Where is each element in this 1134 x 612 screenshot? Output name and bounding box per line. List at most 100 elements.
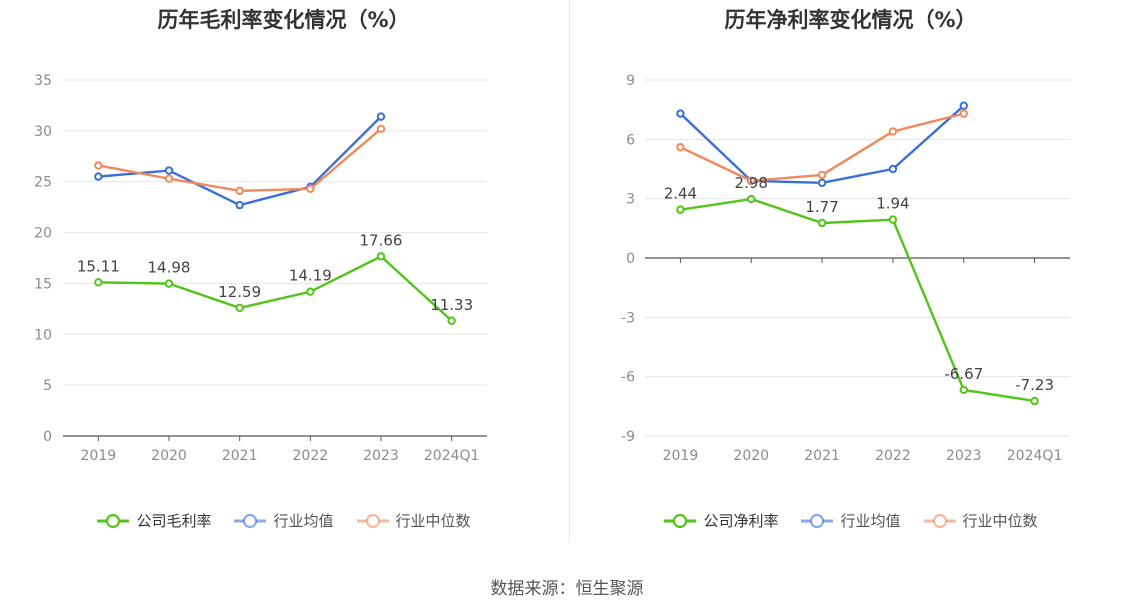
data-point[interactable] [888,215,898,224]
legend-item[interactable]: 公司毛利率 [96,510,211,531]
data-point[interactable] [94,161,103,170]
data-point[interactable] [376,112,386,121]
data-label: -6.67 [944,365,983,383]
data-label: 2.98 [735,174,768,192]
data-point[interactable] [164,166,174,175]
x-tick-label: 2022 [875,448,911,464]
data-point[interactable] [888,164,898,174]
gross-margin-chart: 0 5 10 15 20 25 30 35 2019 2020 2021 2022 2023 2024Q1… [34,73,487,464]
y-tick-label: -9 [621,429,635,445]
data-point[interactable] [235,303,244,313]
data-point[interactable] [306,184,315,194]
data-point[interactable] [306,287,315,296]
y-tick-label: 9 [626,73,635,89]
data-label: -7.23 [1015,376,1054,394]
data-point[interactable] [959,385,968,395]
legend-item[interactable]: 行业中位数 [923,510,1038,531]
data-label: 14.19 [289,267,332,285]
data-point[interactable] [376,252,386,261]
data-point[interactable] [94,278,103,287]
chart-title: 历年毛利率变化情况（%） [157,8,410,32]
data-label: 14.98 [148,259,191,277]
data-point[interactable] [447,316,456,325]
data-point[interactable] [94,172,103,181]
net-margin-chart: -9 -6 -3 0 3 6 9 2019 2020 2021 2022 2023 2024Q1 2.44… [621,73,1070,464]
legend-line-icon [234,513,267,528]
data-point[interactable] [676,205,685,214]
net-margin-chart-panel: 历年净利率变化情况（%） -9 -6 -3 0 3 6 9 2019 2020 2021 2022 2… [567,0,1134,560]
y-tick-label: 0 [43,429,52,445]
series-line [680,197,1035,403]
legend-line-icon [97,513,130,528]
y-tick-label: 30 [34,124,52,140]
y-tick-label: 10 [34,327,52,343]
data-point[interactable] [235,200,244,210]
y-tick-label: 15 [34,276,52,292]
x-tick-label: 2023 [946,448,982,464]
data-point[interactable] [817,218,827,228]
chart-legend: 公司净利率 行业均值 行业中位数 [567,510,1134,531]
legend-label: 行业中位数 [395,512,471,530]
data-point[interactable] [817,178,827,188]
legend-label: 行业中位数 [962,512,1038,530]
data-label: 1.77 [805,198,838,216]
x-tick-label: 2021 [804,448,840,464]
legend-label: 公司毛利率 [136,512,212,530]
x-tick-label: 2019 [663,448,699,464]
x-tick-label: 2022 [293,448,329,464]
x-tick-label: 2024Q1 [424,448,480,464]
data-point[interactable] [676,143,685,152]
x-tick-label: 2020 [733,448,769,464]
y-tick-label: 35 [34,73,52,89]
y-tick-label: 6 [626,132,635,148]
legend-line-icon [356,513,389,528]
y-tick-label: 20 [34,226,52,242]
data-point[interactable] [959,109,968,118]
legend-item[interactable]: 行业中位数 [356,510,471,531]
data-point[interactable] [888,127,898,136]
data-point[interactable] [747,194,756,204]
x-tick-label: 2020 [151,448,187,464]
data-label: 2.44 [664,185,697,203]
x-tick-label: 2024Q1 [1007,448,1063,464]
data-point[interactable] [817,170,827,180]
data-label: 12.59 [218,283,261,301]
x-tick-label: 2023 [363,448,399,464]
panel-divider [569,0,570,542]
x-tick-label: 2021 [222,448,258,464]
data-point[interactable] [164,174,174,183]
legend-item[interactable]: 公司净利率 [663,510,778,531]
legend-item[interactable]: 行业均值 [800,510,901,531]
data-label: 11.33 [430,296,473,314]
data-label: 1.94 [876,195,909,213]
legend-label: 行业均值 [840,512,901,530]
legend-label: 行业均值 [273,512,334,530]
gross-margin-chart-panel: 历年毛利率变化情况（%） 0 5 10 15 20 25 30 35 2019 2020 2021 2… [0,0,567,560]
data-point[interactable] [959,101,968,110]
y-tick-label: -3 [621,310,635,326]
data-point[interactable] [676,109,685,118]
legend-line-icon [801,513,834,528]
legend-label: 公司净利率 [703,512,779,530]
data-label: 15.11 [77,257,120,275]
data-point[interactable] [376,124,386,134]
x-tick-label: 2019 [81,448,117,464]
y-tick-label: 0 [626,251,635,267]
legend-item[interactable]: 行业均值 [233,510,334,531]
y-tick-label: 5 [43,378,52,394]
legend-line-icon [664,513,697,528]
data-label: 17.66 [360,231,403,249]
data-point[interactable] [235,186,244,196]
series-line [98,255,453,322]
data-point[interactable] [1030,396,1039,406]
y-tick-label: -6 [621,370,635,386]
chart-title: 历年净利率变化情况（%） [724,8,977,32]
data-source-footer: 数据来源：恒生聚源 [490,579,644,599]
data-point[interactable] [164,279,174,288]
data-point[interactable] [747,176,756,186]
chart-legend: 公司毛利率 行业均值 行业中位数 [0,510,567,531]
legend-line-icon [923,513,956,528]
y-tick-label: 25 [34,175,52,191]
y-tick-label: 3 [626,192,635,208]
